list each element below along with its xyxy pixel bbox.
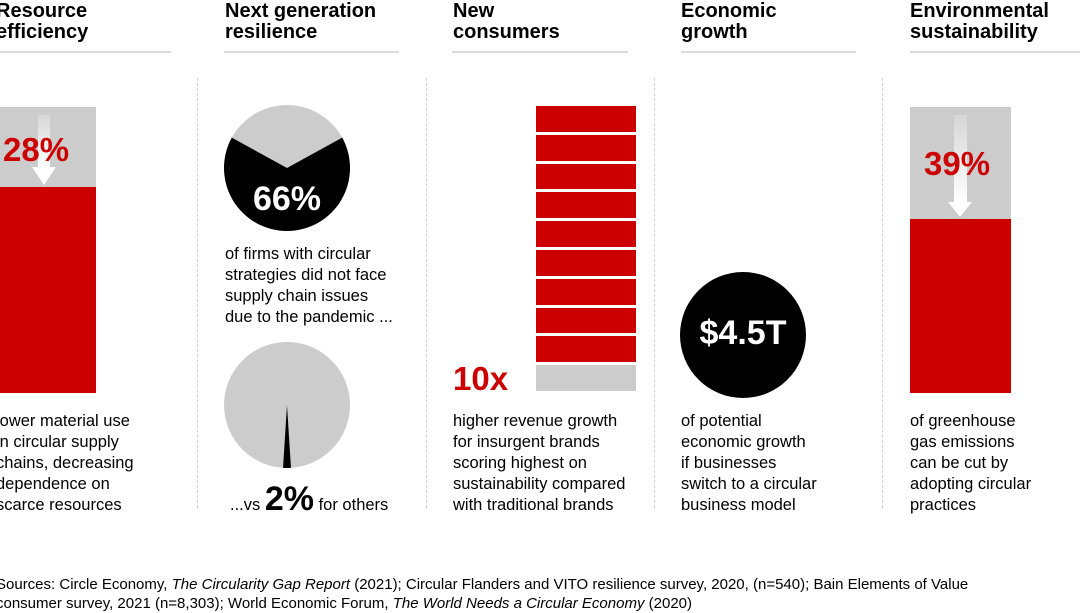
down-arrow-icon: [38, 115, 50, 167]
desc-economic: of potential economic growth if businesses…: [681, 411, 817, 516]
desc-line: gas emissions: [910, 433, 1015, 451]
divider: [681, 51, 856, 53]
desc-line: with traditional brands: [453, 496, 614, 514]
growth-segment: [536, 307, 636, 334]
compare-prefix: ...vs: [230, 496, 261, 514]
desc-line: due to the pandemic ...: [225, 308, 393, 326]
source-title: The Circularity Gap Report: [171, 576, 351, 593]
growth-segment: [536, 250, 636, 276]
source-text: (2020): [644, 595, 692, 612]
growth-segment: [536, 134, 636, 161]
pie-2-slice: [283, 405, 291, 469]
title-line: Environmental: [910, 0, 1049, 22]
desc-line: dependence on: [0, 475, 110, 493]
column-separator: [426, 78, 427, 508]
header-environmental: Environmental sustainability: [910, 1, 1049, 43]
stacked-growth-bars: [536, 106, 636, 394]
comparison-text: ...vs 2% for others: [230, 480, 388, 519]
value-66: 66%: [252, 180, 322, 218]
growth-segment: [536, 336, 636, 363]
header-economic-growth: Economic growth: [681, 1, 777, 43]
desc-line: of potential: [681, 412, 762, 430]
header-resilience: Next generation resilience: [225, 1, 376, 43]
value-10x: 10x: [453, 360, 509, 397]
divider: [0, 51, 171, 53]
growth-segment: [536, 106, 636, 132]
pie-66-slice: [223, 137, 350, 231]
economic-growth-circle: [680, 272, 806, 398]
divider: [910, 51, 1080, 53]
title-line: Economic: [681, 0, 777, 22]
source-title: The World Needs a Circular Economy: [392, 595, 645, 612]
desc-line: lower material use: [0, 412, 130, 430]
value-2: 2%: [264, 480, 314, 518]
desc-line: chains, decreasing: [0, 454, 134, 472]
down-arrow-icon: [954, 115, 967, 202]
source-text: Sources: Circle Economy,: [0, 576, 172, 593]
desc-line: sustainability compared: [453, 475, 626, 493]
value-28: 28%: [3, 131, 70, 168]
desc-line: in circular supply: [0, 433, 119, 451]
desc-line: practices: [910, 496, 977, 514]
desc-line: scarce resources: [0, 496, 122, 514]
title-line: consumers: [453, 21, 560, 43]
sources-note: Sources: Circle Economy, The Circularity…: [0, 575, 968, 613]
title-line: Next generation: [225, 0, 377, 22]
desc-line: higher revenue growth: [453, 412, 618, 430]
desc-line: supply chain issues: [225, 287, 369, 305]
desc-consumers: higher revenue growth for insurgent brand…: [453, 411, 625, 516]
arrow-head: [32, 167, 56, 185]
desc-line: of firms with circular: [225, 245, 371, 263]
title-line: efficiency: [0, 21, 89, 43]
desc-line: strategies did not face: [225, 266, 387, 284]
divider: [452, 51, 628, 53]
value-39: 39%: [924, 145, 991, 182]
desc-line: economic growth: [681, 433, 806, 451]
desc-line: for insurgent brands: [453, 433, 600, 451]
source-text: consumer survey, 2021 (n=8,303); World E…: [0, 595, 393, 612]
header-new-consumers: New consumers: [453, 1, 560, 43]
desc-line: switch to a circular: [681, 475, 817, 493]
title-line: growth: [681, 21, 748, 43]
reduction-bar-emissions: 39%: [910, 107, 1011, 393]
desc-environmental: of greenhouse gas emissions can be cut by a…: [910, 411, 1031, 516]
bar-remaining-fill: [910, 218, 1011, 393]
desc-line: business model: [681, 496, 796, 514]
title-line: sustainability: [910, 21, 1038, 43]
growth-segment: [536, 278, 636, 305]
column-separator: [197, 78, 198, 508]
reduction-bar-material: 28%: [0, 107, 96, 393]
growth-segment: [536, 163, 636, 190]
baseline-segment: [536, 365, 636, 391]
desc-resilience: of firms with circular strategies did not…: [225, 244, 393, 328]
bar-remaining-fill: [0, 187, 96, 393]
source-text: (2021); Circular Flanders and VITO resil…: [350, 576, 969, 593]
divider: [224, 51, 399, 53]
column-separator: [654, 78, 655, 508]
desc-line: of greenhouse: [910, 412, 1016, 430]
desc-line: if businesses: [681, 454, 777, 472]
growth-segment: [536, 192, 636, 219]
desc-resource: lower material use in circular supply chai…: [0, 411, 134, 516]
desc-line: scoring highest on: [453, 454, 587, 472]
column-separator: [882, 78, 883, 508]
value-4-5t: $4.5T: [699, 314, 787, 352]
header-resource-efficiency: Resource efficiency: [0, 1, 88, 43]
title-line: Resource: [0, 0, 88, 22]
title-line: New: [453, 0, 495, 22]
growth-segment: [536, 221, 636, 247]
desc-line: adopting circular: [910, 475, 1032, 493]
compare-suffix: for others: [318, 496, 389, 514]
desc-line: can be cut by: [910, 454, 1009, 472]
arrow-head: [948, 202, 972, 217]
title-line: resilience: [225, 21, 318, 43]
